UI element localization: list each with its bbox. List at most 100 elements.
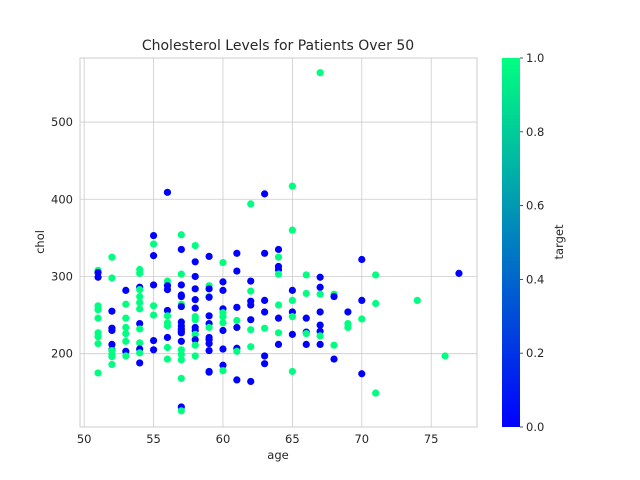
scatter-point bbox=[177, 329, 185, 337]
scatter-point bbox=[233, 316, 241, 325]
scatter-point bbox=[149, 252, 158, 260]
scatter-point bbox=[344, 308, 352, 316]
scatter-points bbox=[94, 69, 463, 415]
scatter-point bbox=[316, 69, 324, 77]
scatter-point bbox=[191, 285, 199, 293]
scatter-point bbox=[136, 269, 144, 277]
scatter-point bbox=[441, 352, 449, 360]
scatter-point bbox=[191, 341, 199, 349]
scatter-point bbox=[108, 274, 116, 282]
scatter-point bbox=[205, 252, 213, 260]
scatter-point bbox=[122, 337, 130, 345]
scatter-point bbox=[108, 360, 116, 369]
scatter-point bbox=[413, 296, 421, 304]
scatter-point bbox=[136, 325, 144, 333]
scatter-point bbox=[177, 407, 185, 415]
colorbar-ticks: 0.0 0.2 0.4 0.6 0.8 1.0 bbox=[520, 51, 544, 434]
scatter-point bbox=[205, 285, 213, 293]
scatter-point bbox=[122, 352, 130, 360]
scatter-point bbox=[247, 301, 255, 309]
scatter-point bbox=[247, 277, 255, 285]
scatter-point bbox=[288, 182, 296, 190]
scatter-point bbox=[219, 367, 227, 375]
scatter-point bbox=[136, 305, 144, 313]
scatter-point bbox=[122, 314, 130, 322]
scatter-point bbox=[233, 376, 241, 384]
scatter-point bbox=[219, 286, 227, 294]
colorbar-tick-label: 1.0 bbox=[526, 51, 544, 65]
scatter-point bbox=[205, 293, 213, 301]
scatter-point bbox=[261, 308, 269, 316]
x-tick-label: 55 bbox=[146, 432, 161, 446]
scatter-point bbox=[94, 306, 102, 314]
scatter-point bbox=[94, 314, 102, 322]
scatter-point bbox=[219, 258, 227, 267]
scatter-point bbox=[205, 368, 213, 376]
scatter-point bbox=[122, 300, 130, 308]
scatter-point bbox=[149, 346, 158, 354]
scatter-point bbox=[330, 341, 338, 349]
scatter-point bbox=[177, 231, 185, 239]
scatter-point bbox=[177, 350, 185, 359]
scatter-point bbox=[108, 307, 116, 315]
scatter-point bbox=[219, 319, 227, 327]
colorbar-tick-label: 0.0 bbox=[526, 420, 544, 434]
colorbar-tick-label: 0.2 bbox=[526, 346, 544, 360]
x-axis-label: age bbox=[267, 448, 288, 462]
colorbar-label: target bbox=[552, 224, 566, 259]
scatter-point bbox=[136, 299, 144, 307]
scatter-point bbox=[163, 285, 172, 294]
scatter-point bbox=[177, 356, 185, 364]
scatter-point bbox=[302, 289, 310, 298]
scatter-point bbox=[219, 313, 227, 321]
scatter-point bbox=[177, 245, 185, 254]
scatter-point bbox=[163, 322, 172, 330]
scatter-point bbox=[274, 253, 283, 261]
scatter-point bbox=[122, 286, 130, 294]
scatter-point bbox=[288, 367, 296, 376]
scatter-point bbox=[219, 345, 227, 353]
colorbar-tick-label: 0.4 bbox=[526, 272, 544, 286]
scatter-point bbox=[233, 347, 241, 355]
y-tick-label: 500 bbox=[51, 115, 73, 129]
scatter-point bbox=[233, 249, 241, 257]
scatter-point bbox=[136, 292, 144, 301]
scatter-point bbox=[344, 323, 352, 332]
scatter-point bbox=[233, 267, 241, 275]
scatter-point bbox=[149, 302, 158, 310]
scatter-point bbox=[108, 353, 116, 361]
colorbar bbox=[502, 58, 520, 427]
scatter-point bbox=[316, 308, 324, 316]
scatter-point bbox=[233, 323, 241, 332]
scatter-point bbox=[247, 287, 255, 295]
scatter-point bbox=[274, 329, 283, 337]
scatter-point bbox=[302, 314, 310, 322]
scatter-point bbox=[191, 272, 199, 281]
scatter-point bbox=[302, 340, 310, 348]
scatter-point bbox=[288, 330, 296, 338]
scatter-point bbox=[108, 340, 116, 348]
scatter-point bbox=[316, 321, 324, 329]
scatter-point bbox=[261, 296, 269, 304]
colorbar-tick-label: 0.6 bbox=[526, 199, 544, 213]
scatter-point bbox=[261, 360, 269, 368]
scatter-point bbox=[191, 241, 199, 250]
scatter-point bbox=[177, 374, 185, 382]
scatter-point bbox=[177, 270, 185, 278]
scatter-point bbox=[122, 323, 130, 332]
scatter-point bbox=[163, 343, 172, 352]
scatter-point bbox=[261, 190, 269, 198]
scatter-point bbox=[149, 311, 158, 319]
scatter-point bbox=[247, 343, 255, 351]
scatter-point bbox=[274, 245, 283, 254]
scatter-point bbox=[177, 292, 185, 301]
chart-title: Cholesterol Levels for Patients Over 50 bbox=[142, 38, 414, 54]
scatter-point bbox=[302, 329, 310, 338]
scatter-point bbox=[191, 258, 199, 266]
plot-frame bbox=[79, 57, 478, 428]
scatter-point bbox=[163, 312, 172, 320]
scatter-point bbox=[149, 240, 158, 248]
scatter-point bbox=[149, 281, 158, 289]
